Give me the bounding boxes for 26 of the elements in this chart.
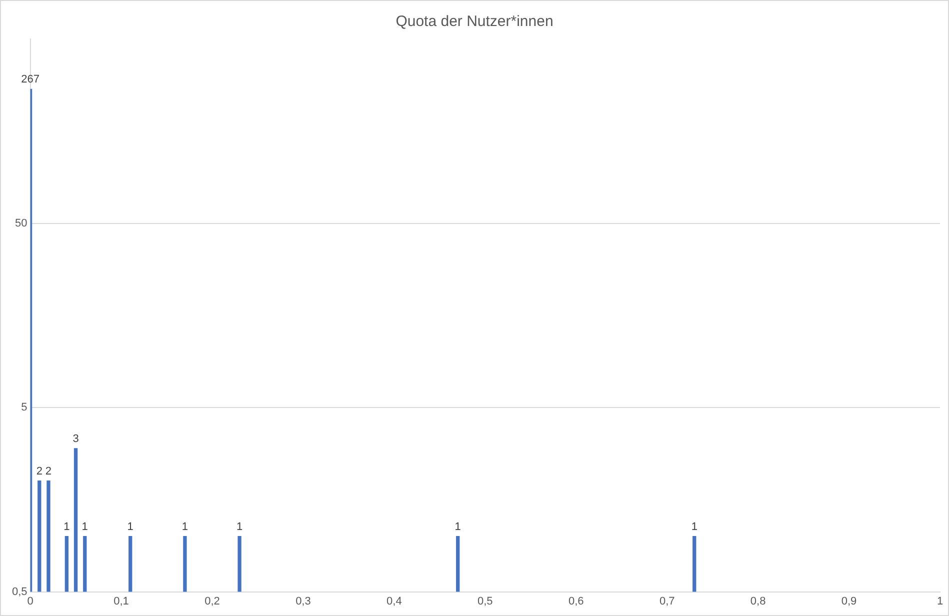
data-label: 1	[127, 520, 134, 533]
data-label: 1	[182, 520, 188, 533]
data-label: 3	[72, 432, 79, 445]
x-tick-label: 0	[27, 595, 34, 608]
y-tick-label: 0,5	[12, 586, 28, 598]
x-tick-label: 0,4	[386, 595, 402, 608]
x-tick-label: 0,7	[659, 595, 675, 608]
x-tick-label: 0,9	[841, 595, 857, 608]
data-label: 1	[454, 520, 461, 533]
x-tick-label: 0,2	[204, 595, 220, 608]
x-tick-label: 0,1	[114, 595, 129, 608]
data-label: 1	[236, 520, 243, 533]
x-tick-label: 0,3	[296, 595, 311, 608]
data-label: 1	[691, 520, 698, 533]
data-label: 1	[64, 520, 70, 533]
chart-title: Quota der Nutzer*innen	[396, 13, 554, 30]
x-tick-label: 0,8	[750, 595, 766, 608]
x-tick-label: 0,6	[568, 595, 584, 608]
data-label: 1	[82, 520, 88, 533]
x-tick-label: 0,5	[477, 595, 493, 608]
data-label: 2	[45, 465, 52, 478]
y-tick-label: 5	[21, 402, 28, 414]
data-label: 2	[36, 465, 42, 478]
x-tick-label: 1	[936, 595, 944, 608]
data-label: 267	[21, 74, 40, 86]
y-tick-label: 50	[15, 217, 28, 230]
